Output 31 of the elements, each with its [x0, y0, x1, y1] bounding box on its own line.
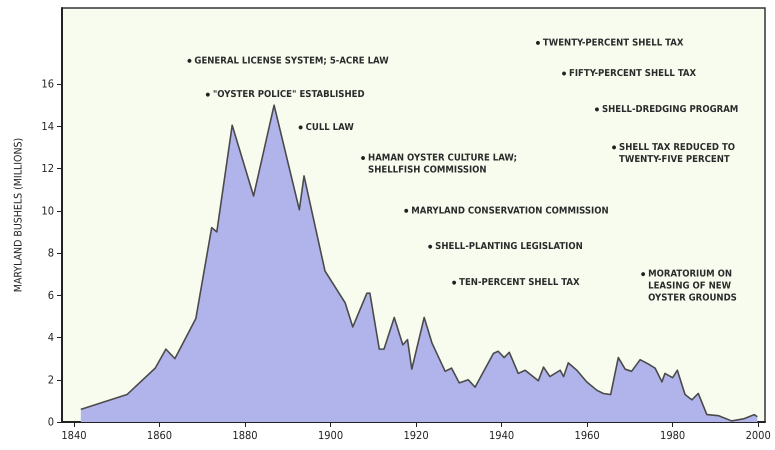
- y-tick-label: 12: [41, 162, 54, 176]
- annotation: SHELL-PLANTING LEGISLATION: [435, 241, 583, 252]
- x-tick-label: 1880: [232, 429, 258, 442]
- annotation: TWENTY-PERCENT SHELL TAX: [542, 37, 684, 48]
- x-tick-label: 1980: [660, 429, 686, 442]
- y-tick-label: 14: [41, 120, 54, 133]
- annotation: MARYLAND CONSERVATION COMMISSION: [411, 205, 609, 216]
- y-axis-title: MARYLAND BUSHELS (MILLIONS): [12, 138, 24, 292]
- annotation: MORATORIUM ON LEASING OF NEW OYSTER GROUNDS: [648, 268, 737, 304]
- x-tick-label: 1920: [403, 429, 429, 442]
- y-tick-label: 8: [48, 246, 54, 260]
- y-tick-label: 16: [41, 78, 54, 91]
- annotation: TEN-PERCENT SHELL TAX: [459, 277, 580, 288]
- x-tick-label: 2000: [746, 429, 771, 442]
- y-tick-label: 0: [48, 416, 54, 428]
- y-tick-label: 6: [48, 288, 54, 302]
- x-tick-label: 1840: [61, 429, 87, 442]
- annotation: GENERAL LICENSE SYSTEM; 5-ACRE LAW: [194, 55, 390, 66]
- y-tick-label: 2: [48, 373, 54, 386]
- annotation: SHELL TAX REDUCED TO TWENTY-FIVE PERCENT: [619, 142, 736, 165]
- annotation: SHELL-DREDGING PROGRAM: [602, 104, 738, 115]
- x-tick-label: 1860: [146, 429, 172, 442]
- annotation: HAMAN OYSTER CULTURE LAW; SHELLFISH COMMISSION: [368, 152, 517, 176]
- annotation: "OYSTER POLICE" ESTABLISHED: [212, 89, 365, 100]
- x-tick-label: 1940: [488, 429, 514, 442]
- y-tick-label: 10: [41, 204, 54, 218]
- annotation: CULL LAW: [306, 122, 354, 133]
- x-tick-label: 1900: [318, 429, 344, 442]
- x-tick-label: 1960: [574, 429, 600, 442]
- annotation: FIFTY-PERCENT SHELL TAX: [569, 68, 697, 79]
- y-tick-label: 4: [48, 331, 54, 344]
